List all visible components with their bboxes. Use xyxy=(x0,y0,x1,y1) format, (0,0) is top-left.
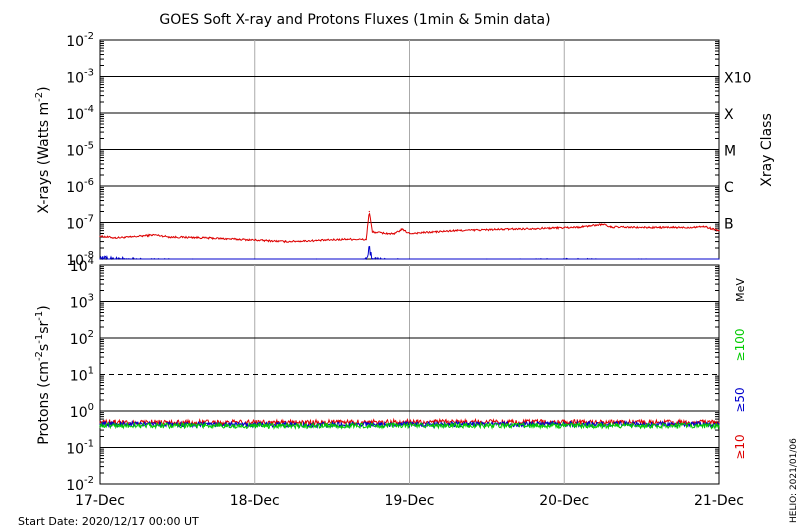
data-point xyxy=(718,258,720,260)
data-point xyxy=(718,425,720,427)
data-point xyxy=(718,422,720,424)
energy-unit-label: MeV xyxy=(734,278,747,302)
data-point xyxy=(501,228,503,230)
data-point xyxy=(641,226,643,229)
xray-class-label: B xyxy=(724,217,734,233)
chart-title: GOES Soft X-ray and Protons Fluxes (1min… xyxy=(159,12,550,28)
data-point xyxy=(254,239,256,241)
data-point xyxy=(254,425,256,427)
energy-label-10: ≥10 xyxy=(733,434,747,459)
data-point xyxy=(579,226,581,228)
data-point xyxy=(192,236,194,238)
data-point xyxy=(114,237,117,239)
data-point xyxy=(408,424,411,427)
x-tick-label: 21-Dec xyxy=(694,493,744,509)
data-point xyxy=(169,236,171,238)
x-tick-label: 17-Dec xyxy=(75,493,125,509)
data-point xyxy=(408,232,411,235)
proton-panel: 104 103 102 101 100 10-1 10-2 Protons (cm-2s-1… xyxy=(34,256,747,494)
xray-class-label: X xyxy=(724,107,734,123)
xray-series xyxy=(99,210,720,261)
y-tick-label: 10-8 xyxy=(66,250,94,269)
data-point xyxy=(718,230,720,232)
data-point xyxy=(130,258,132,260)
y-tick-label: 103 xyxy=(70,293,94,312)
xray-class-label: M xyxy=(724,144,736,160)
y-tick-label: 10-2 xyxy=(66,475,94,494)
data-point xyxy=(365,239,367,241)
xray-y-axis-label: X-rays (Watts m-2) xyxy=(34,86,52,213)
y-tick-label: 10-2 xyxy=(66,31,94,50)
data-point xyxy=(130,236,132,238)
xray-class-axis-label: Xray Class xyxy=(759,113,775,187)
y-tick-label: 10-6 xyxy=(66,177,94,196)
data-point xyxy=(316,258,318,260)
xray-class-labels: X10 X M C B xyxy=(724,71,751,233)
y-tick-label: 100 xyxy=(70,402,94,421)
x-tick-label: 19-Dec xyxy=(385,493,435,509)
data-point xyxy=(192,258,194,260)
proton-series-line xyxy=(99,421,720,431)
data-point xyxy=(408,258,411,260)
y-tick-label: 10-1 xyxy=(66,439,94,458)
data-point xyxy=(455,230,457,232)
proton-y-axis-label: Protons (cm-2s-1sr-1) xyxy=(34,305,52,444)
data-point xyxy=(99,421,101,423)
y-tick-label: 102 xyxy=(70,329,94,348)
data-point xyxy=(602,223,604,225)
x-axis-tick-labels: 17-Dec 18-Dec 19-Dec 20-Dec 21-Dec xyxy=(75,493,744,509)
data-point xyxy=(641,258,643,260)
y-tick-label: 104 xyxy=(70,256,94,275)
data-point xyxy=(99,423,101,425)
data-point xyxy=(371,231,373,233)
xray-y-tick-labels: 10-2 10-3 10-4 10-5 10-6 10-7 10-8 xyxy=(66,31,94,269)
data-point xyxy=(153,234,155,236)
y-tick-label: 101 xyxy=(70,366,94,385)
y-tick-label: 10-4 xyxy=(66,104,94,123)
proton-horizontal-gridlines xyxy=(100,266,719,474)
data-point xyxy=(702,225,705,227)
data-point xyxy=(316,240,318,242)
y-tick-label: 10-7 xyxy=(66,214,94,233)
x-tick-label: 20-Dec xyxy=(539,493,589,509)
data-point xyxy=(362,258,364,260)
xray-class-label: C xyxy=(724,180,734,196)
data-point xyxy=(371,258,373,260)
data-point xyxy=(365,258,367,260)
data-point xyxy=(99,235,101,237)
xray-class-label: X10 xyxy=(724,71,751,87)
data-point xyxy=(99,258,101,260)
side-date-stamp: HELIO: 2021/01/06 xyxy=(789,438,799,523)
x-tick-label: 18-Dec xyxy=(230,493,280,509)
energy-label-100: ≥100 xyxy=(733,329,747,362)
start-date-label: Start Date: 2020/12/17 00:00 UT xyxy=(18,515,199,528)
data-point xyxy=(687,226,689,229)
data-point xyxy=(285,241,287,243)
proton-series xyxy=(99,417,720,431)
xray-horizontal-gridlines xyxy=(100,41,719,249)
y-tick-label: 10-5 xyxy=(66,141,94,160)
y-tick-label: 10-3 xyxy=(66,68,94,87)
data-point xyxy=(368,247,370,249)
data-point xyxy=(99,424,101,427)
xray-panel: 10-2 10-3 10-4 10-5 10-6 10-7 10-8 X10 X M C B X-r… xyxy=(34,31,775,269)
data-point xyxy=(393,233,395,235)
proton-y-tick-labels: 104 103 102 101 100 10-1 10-2 xyxy=(66,256,94,494)
data-point xyxy=(486,258,488,260)
data-point xyxy=(563,258,565,260)
data-point xyxy=(368,210,370,213)
data-point xyxy=(563,424,565,427)
data-point xyxy=(254,258,256,260)
data-point xyxy=(401,228,403,230)
energy-label-50: ≥50 xyxy=(733,387,747,412)
data-point xyxy=(223,238,225,240)
data-point xyxy=(347,238,349,240)
data-point xyxy=(610,226,612,228)
data-point xyxy=(548,227,550,229)
